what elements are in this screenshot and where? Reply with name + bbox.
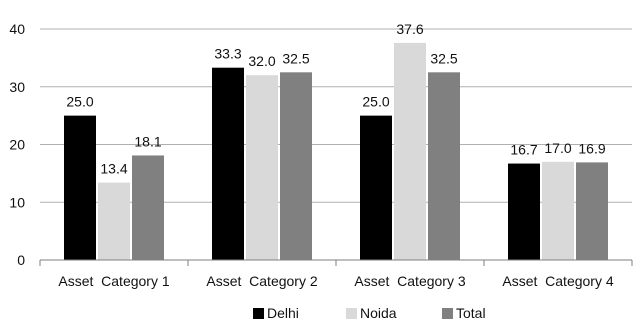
legend-swatch-total [442, 308, 453, 319]
bar-total [280, 72, 312, 260]
x-tick-label: Asset Category 3 [354, 273, 465, 289]
bar-delhi [212, 67, 244, 260]
data-label: 33.3 [214, 46, 241, 62]
legend-label-total: Total [456, 305, 486, 321]
data-label: 16.7 [510, 142, 537, 158]
y-axis-ticks: 0 10 20 30 40 [9, 21, 25, 268]
y-tick-label: 40 [9, 21, 25, 37]
legend: Delhi Noida Total [253, 305, 486, 321]
x-tick-label: Asset Category 1 [58, 273, 169, 289]
legend-swatch-delhi [253, 308, 264, 319]
y-tick-label: 0 [17, 252, 25, 268]
data-label: 18.1 [134, 133, 161, 149]
legend-swatch-noida [346, 308, 357, 319]
data-label: 25.0 [66, 94, 93, 110]
y-tick-label: 10 [9, 194, 25, 210]
data-label: 32.0 [248, 53, 275, 69]
bar-delhi [508, 163, 540, 260]
bar-delhi [64, 115, 96, 260]
data-label: 25.0 [362, 94, 389, 110]
bar-delhi [360, 115, 392, 260]
bar-noida [246, 75, 278, 260]
data-label: 13.4 [100, 161, 127, 177]
data-label: 32.5 [282, 50, 309, 66]
data-label: 32.5 [430, 50, 457, 66]
x-tick-label: Asset Category 2 [206, 273, 317, 289]
data-label: 16.9 [578, 140, 605, 156]
x-tick-label: Asset Category 4 [502, 273, 613, 289]
x-axis: Asset Category 1 Asset Category 2 Asset Ca… [39, 259, 633, 289]
bars [64, 42, 608, 260]
legend-label-delhi: Delhi [267, 305, 299, 321]
legend-label-noida: Noida [360, 305, 397, 321]
y-tick-label: 30 [9, 79, 25, 95]
data-label: 37.6 [396, 21, 423, 37]
bar-total [132, 155, 164, 260]
bar-noida [542, 161, 574, 260]
bar-noida [98, 182, 130, 260]
bar-total [428, 72, 460, 260]
bar-noida [394, 42, 426, 260]
bar-total [576, 162, 608, 260]
data-labels: 25.0 13.4 18.1 33.3 32.0 32.5 25.0 37.6 32.5 16.7… [66, 21, 605, 177]
data-label: 17.0 [544, 140, 571, 156]
y-tick-label: 20 [9, 137, 25, 153]
